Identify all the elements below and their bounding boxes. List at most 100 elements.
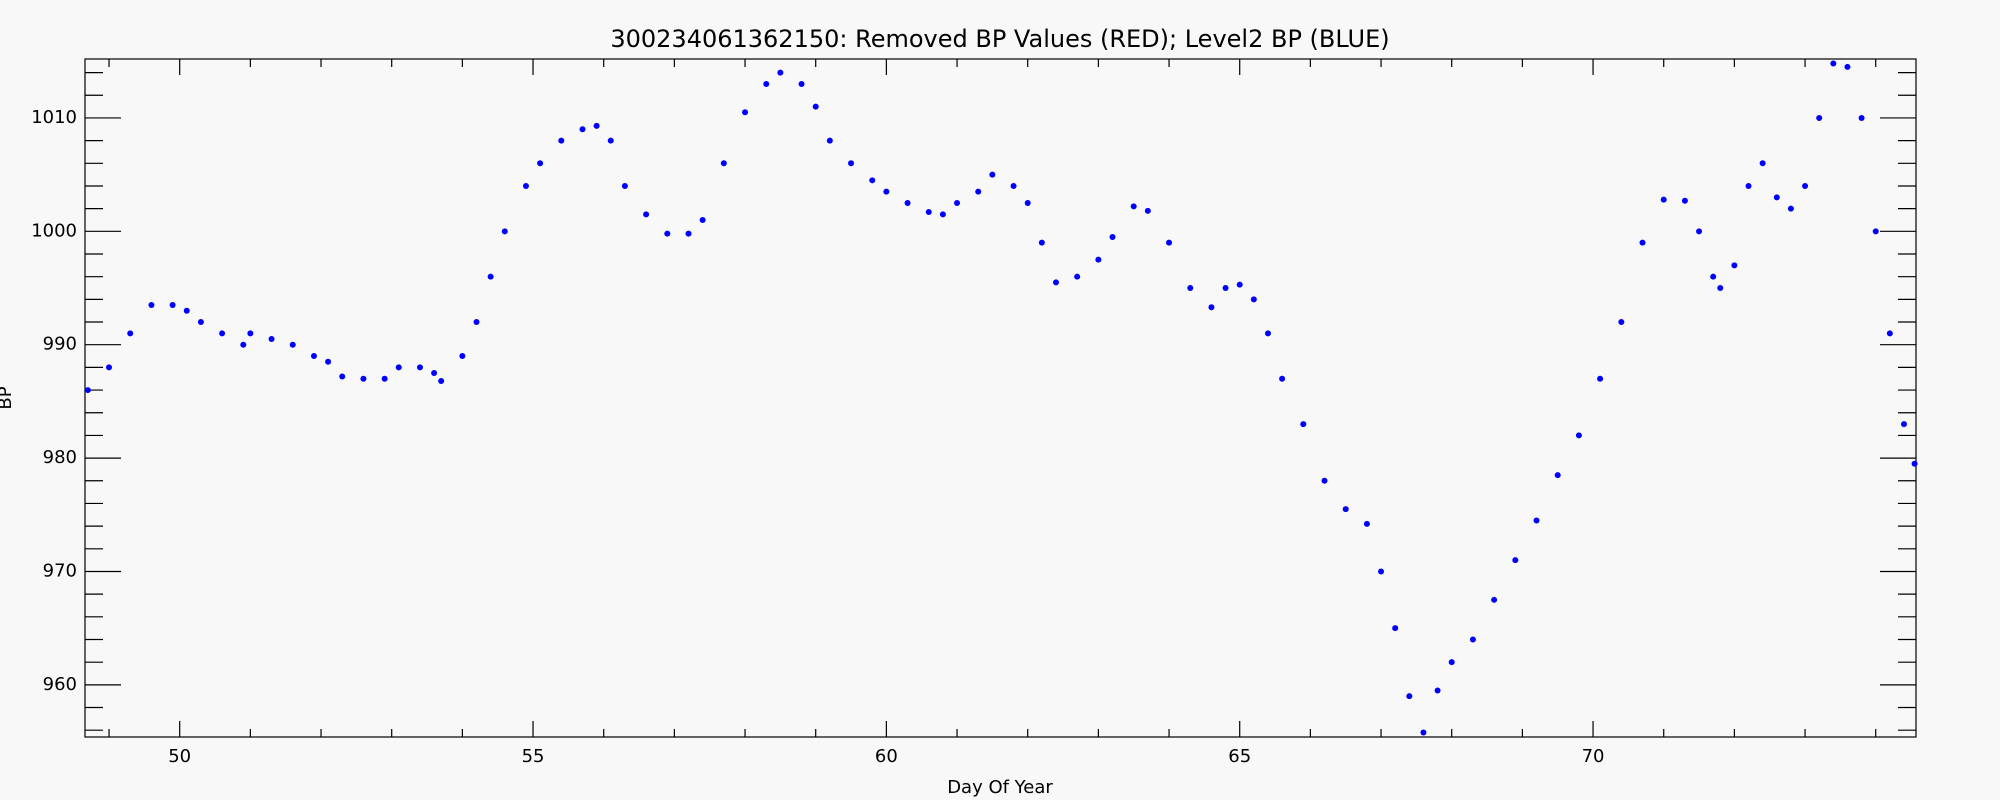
- data-point: [501, 228, 508, 235]
- data-point: [1639, 239, 1646, 246]
- data-point: [1095, 256, 1102, 263]
- data-point: [310, 353, 317, 360]
- data-point: [1844, 63, 1851, 70]
- data-point: [1406, 693, 1413, 700]
- data-point: [664, 230, 671, 237]
- x-tick-label: 65: [1228, 746, 1251, 767]
- data-point: [1236, 281, 1243, 288]
- data-point: [169, 302, 176, 309]
- data-point: [1024, 199, 1031, 206]
- data-point: [1222, 285, 1229, 292]
- data-point: [558, 137, 565, 144]
- data-point: [1745, 182, 1752, 189]
- data-point: [989, 171, 996, 178]
- data-point: [939, 211, 946, 218]
- data-point: [219, 330, 226, 337]
- data-point: [1052, 279, 1059, 286]
- data-point: [883, 188, 890, 195]
- data-point: [1378, 568, 1385, 575]
- data-point: [1660, 196, 1667, 203]
- data-point: [381, 375, 388, 382]
- data-point: [1830, 60, 1837, 67]
- y-tick-label: 1000: [31, 220, 77, 241]
- data-point: [1710, 273, 1717, 280]
- data-point: [473, 319, 480, 326]
- data-point: [593, 122, 600, 129]
- data-point: [763, 80, 770, 87]
- data-point: [1448, 659, 1455, 666]
- data-point: [777, 69, 784, 76]
- data-point: [1533, 517, 1540, 524]
- data-point: [812, 103, 819, 110]
- data-point: [1208, 304, 1215, 311]
- data-point: [685, 230, 692, 237]
- data-point: [1300, 421, 1307, 428]
- data-point: [607, 137, 614, 144]
- data-point: [183, 307, 190, 314]
- data-point: [925, 209, 932, 216]
- data-point: [1773, 194, 1780, 201]
- data-point: [1491, 596, 1498, 603]
- y-tick-label: 990: [43, 334, 77, 355]
- data-point: [268, 336, 275, 343]
- x-tick-label: 55: [522, 746, 545, 767]
- data-point: [798, 80, 805, 87]
- data-point: [1321, 477, 1328, 484]
- data-point: [537, 160, 544, 167]
- data-point: [1010, 182, 1017, 189]
- data-point: [1342, 506, 1349, 513]
- data-point: [869, 177, 876, 184]
- data-point: [742, 109, 749, 116]
- data-point: [954, 199, 961, 206]
- data-point: [1130, 203, 1137, 210]
- y-tick-label: 970: [43, 560, 77, 581]
- data-point: [1858, 114, 1865, 121]
- data-point: [431, 370, 438, 377]
- x-axis-label: Day Of Year: [947, 777, 1053, 798]
- data-point: [1759, 160, 1766, 167]
- data-point: [904, 199, 911, 206]
- x-tick-label: 70: [1582, 746, 1605, 767]
- data-point: [1512, 557, 1519, 564]
- data-point: [1144, 207, 1151, 214]
- data-point: [826, 137, 833, 144]
- data-point: [1618, 319, 1625, 326]
- data-point: [1363, 520, 1370, 527]
- data-point: [247, 330, 254, 337]
- data-point: [360, 375, 367, 382]
- x-tick-label: 50: [168, 746, 191, 767]
- x-tick-label: 60: [875, 746, 898, 767]
- data-point: [1731, 262, 1738, 269]
- data-point: [1802, 182, 1809, 189]
- y-axis-label: BP: [0, 386, 16, 409]
- data-point: [1816, 114, 1823, 121]
- y-tick-label: 1010: [31, 107, 77, 128]
- data-point: [459, 353, 466, 360]
- data-point: [1872, 228, 1879, 235]
- data-point: [1717, 285, 1724, 292]
- data-point: [522, 182, 529, 189]
- data-point: [240, 341, 247, 348]
- data-point: [1392, 625, 1399, 632]
- data-point: [579, 126, 586, 133]
- data-point: [1787, 205, 1794, 212]
- data-point: [325, 358, 332, 365]
- data-point: [1696, 228, 1703, 235]
- data-point: [1250, 296, 1257, 303]
- data-point: [720, 160, 727, 167]
- data-point: [1109, 234, 1116, 241]
- data-point: [438, 377, 445, 384]
- data-point: [127, 330, 134, 337]
- data-point: [699, 216, 706, 223]
- y-tick-label: 960: [43, 674, 77, 695]
- data-point: [1597, 375, 1604, 382]
- data-point: [84, 387, 91, 394]
- plot-frame: [84, 58, 1917, 738]
- data-point: [416, 364, 423, 371]
- data-point: [1911, 460, 1918, 467]
- data-point: [975, 188, 982, 195]
- data-point: [1681, 197, 1688, 204]
- data-point: [197, 319, 204, 326]
